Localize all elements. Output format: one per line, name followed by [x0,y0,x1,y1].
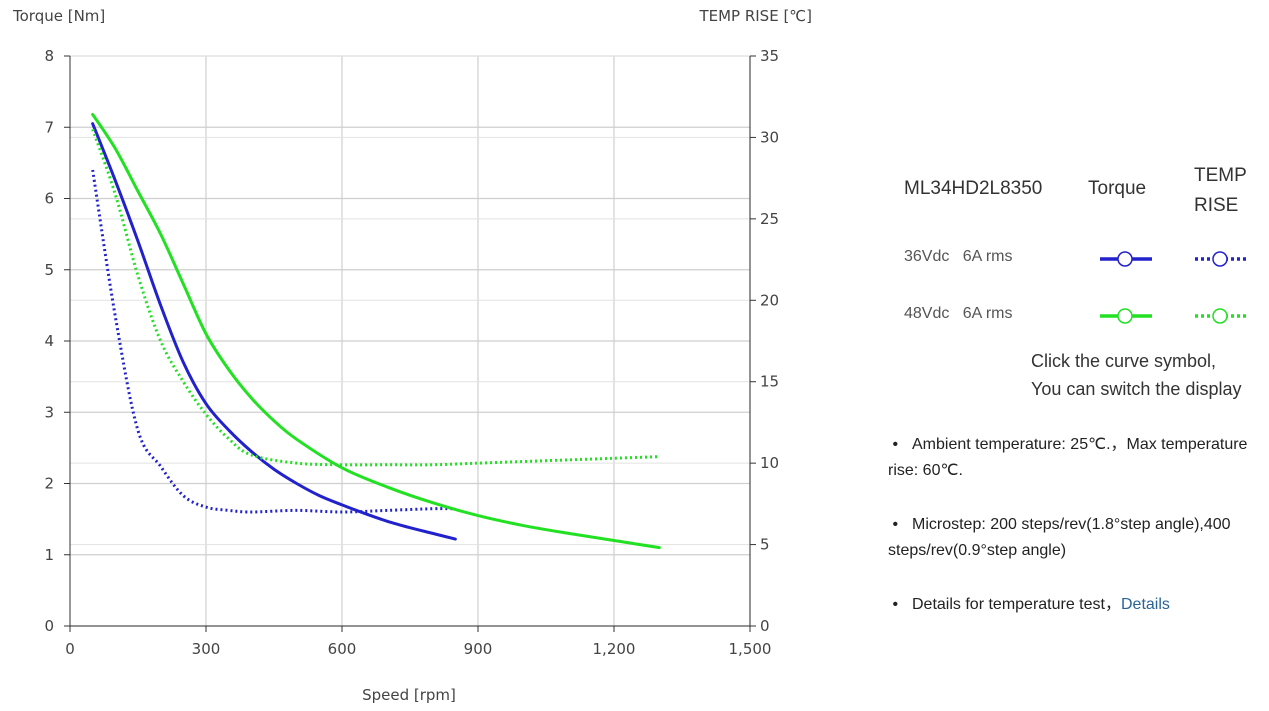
note-microstep: • Microstep: 200 steps/rev(1.8°step angle… [888,516,1231,559]
y-tick-label-right: 5 [760,536,770,554]
grid [70,55,751,627]
series-line-2 [91,112,661,550]
series-layer [91,112,661,550]
series-line-1 [91,169,456,514]
y-tick-label-left: 4 [44,332,54,350]
series-line-0 [91,122,457,541]
y-tick-label-right: 35 [760,47,779,65]
note-ambient-text: Ambient temperature: 25℃.，Max temperatur… [888,436,1248,479]
temp-rise-48vdc-curve-toggle[interactable] [1193,301,1253,331]
y-tick-label-left: 2 [44,475,54,493]
x-tick-label: 300 [192,640,221,658]
torque-speed-chart: Torque [Nm] TEMP RISE [℃] Speed [rpm] 0 3… [12,7,812,704]
legend-hint: Click the curve symbol, You can switch t… [1031,347,1241,403]
series-line-3 [91,128,660,467]
x-tick-label: 600 [328,640,357,658]
torque-36vdc-curve-toggle[interactable] [1098,244,1158,274]
y-tick-label-left: 8 [44,47,54,65]
torque-48vdc-curve-toggle[interactable] [1098,301,1158,331]
torque-column-header: Torque [1088,178,1147,199]
legend-label-48vdc: 48Vdc 6A rms [904,305,1013,322]
legend-label-36vdc: 36Vdc 6A rms [904,248,1013,265]
legend-row-36vdc: 36Vdc 6A rms [880,244,1265,274]
y-tick-label-left: 5 [44,261,54,279]
legend-hint-line-2: You can switch the display [1031,379,1242,399]
note-details: • Details for temperature test，Details [888,596,1170,613]
model-name: ML34HD2L8350 [904,178,1043,199]
note-microstep-text: Microstep: 200 steps/rev(1.8°step angle)… [888,516,1231,559]
axes: 0 300 600 900 1,200 1,500 0 1 2 3 4 5 6 7 8 0 5 10 15 20 25 3… [44,47,779,658]
y-tick-label-left: 3 [44,403,54,421]
x-axis-title: Speed [rpm] [362,686,456,704]
note-details-text: Details for temperature test， [912,596,1121,613]
y-tick-label-left: 6 [44,190,54,208]
note-ambient: • Ambient temperature: 25℃.，Max temperatu… [888,436,1248,479]
left-axis-title: Torque [Nm] [12,7,105,25]
y-tick-label-right: 30 [760,128,779,146]
temp-rise-column-header: TEMP RISE [1194,165,1247,216]
y-tick-label-right: 20 [760,291,779,309]
y-tick-label-right: 25 [760,210,779,228]
y-tick-label-right: 0 [760,617,770,635]
y-tick-label-left: 7 [44,118,54,136]
y-tick-label-right: 10 [760,454,779,472]
legend-row-48vdc: 48Vdc 6A rms [880,301,1265,331]
x-tick-label: 0 [65,640,75,658]
details-link[interactable]: Details [1120,596,1170,613]
y-tick-label-left: 1 [44,546,54,564]
x-tick-label: 1,200 [593,640,636,658]
temp-rise-36vdc-curve-toggle[interactable] [1193,244,1253,274]
y-tick-label-left: 0 [44,617,54,635]
legend-hint-line-1: Click the curve symbol, [1031,351,1217,371]
y-tick-label-right: 15 [760,373,779,391]
x-tick-label: 1,500 [729,640,772,658]
chart-area: Torque [Nm] TEMP RISE [℃] Speed [rpm] 0 3… [12,7,812,704]
x-tick-label: 900 [464,640,493,658]
legend-header: ML34HD2L8350 Torque TEMP RISE [880,155,1265,225]
right-axis-title: TEMP RISE [℃] [698,7,812,25]
notes-list: • Ambient temperature: 25℃.，Max temperatu… [888,432,1258,646]
